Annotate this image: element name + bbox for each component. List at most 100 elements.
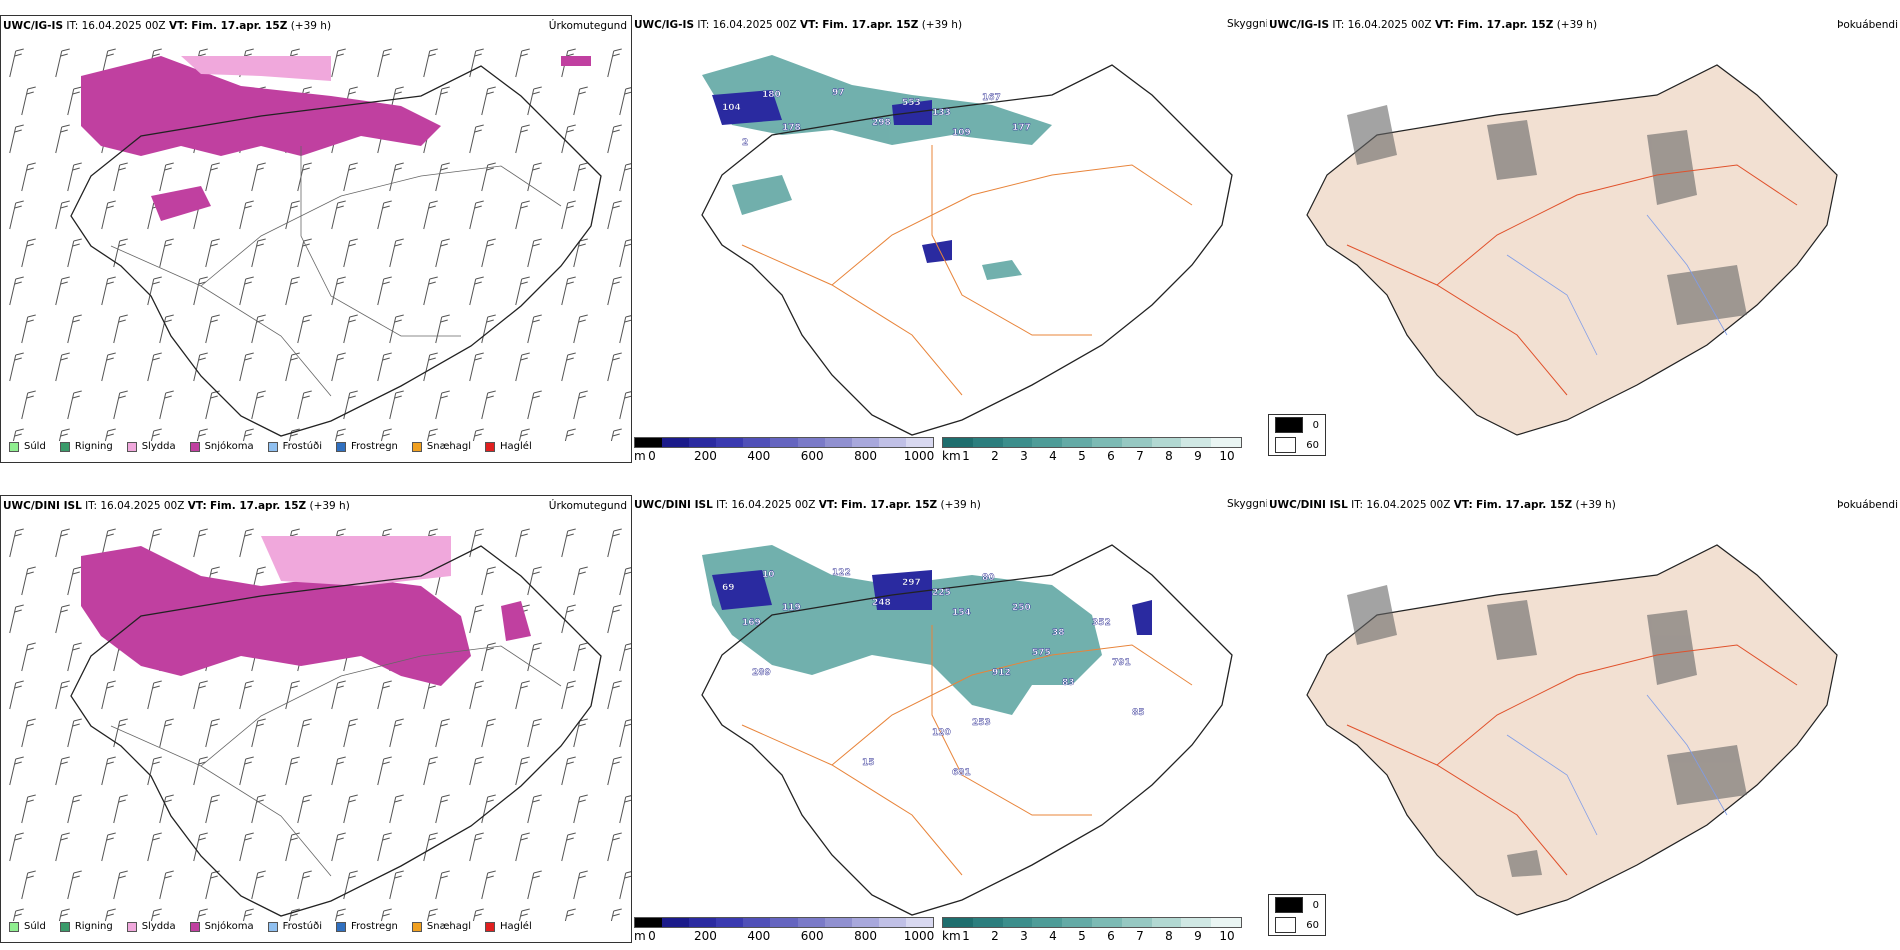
wind-barb <box>242 908 254 921</box>
scale-tick: 800 <box>854 449 878 463</box>
scale-tick: 3 <box>1020 929 1028 943</box>
wind-barb <box>607 832 622 862</box>
legend-swatch <box>9 441 19 452</box>
wind-barb <box>377 352 392 382</box>
wind-barb <box>147 680 162 710</box>
fog-swatch-60 <box>1275 917 1297 933</box>
wind-barb <box>561 200 576 230</box>
wind-barb <box>469 528 484 558</box>
wind-barb <box>101 832 116 862</box>
wind-barb <box>607 756 622 786</box>
legend-swatch <box>267 921 278 932</box>
scale-cell <box>1121 918 1152 927</box>
wind-barb <box>377 756 392 786</box>
wind-barb <box>573 794 588 824</box>
cloud-base-label: 104 <box>722 103 741 113</box>
wind-barb <box>481 86 496 116</box>
wind-barb <box>564 428 576 441</box>
wind-barb <box>242 428 254 441</box>
wind-barb <box>334 908 346 921</box>
scale-cell <box>716 438 744 447</box>
wind-barb <box>527 390 542 420</box>
wind-barb <box>196 428 208 441</box>
wind-barb <box>469 276 484 306</box>
wind-barb <box>423 832 438 862</box>
cloud-base-label: 253 <box>972 718 991 728</box>
wind-barb <box>55 756 70 786</box>
wind-barb <box>12 428 24 441</box>
wind-barb <box>435 870 450 900</box>
cloud-base-label: 97 <box>832 88 845 98</box>
visibility-scale-bar <box>942 917 1242 928</box>
fog-swatch-60 <box>1275 437 1297 453</box>
wind-barb <box>101 276 116 306</box>
wind-barb <box>343 238 358 268</box>
wind-barb <box>469 48 484 78</box>
wind-barb <box>527 870 542 900</box>
scale-tick: 800 <box>854 929 878 943</box>
wind-barb <box>55 48 70 78</box>
scale-tick: 1000 <box>903 449 935 463</box>
wind-barb <box>607 200 622 230</box>
wind-barb <box>331 756 346 786</box>
wind-barb <box>389 162 404 192</box>
scale-cell <box>797 438 825 447</box>
scale-cell <box>972 438 1003 447</box>
wind-barb <box>239 528 254 558</box>
wind-barb <box>527 238 542 268</box>
wind-barb <box>573 870 588 900</box>
wind-barb <box>515 352 530 382</box>
fog-area <box>1347 105 1747 325</box>
wind-barb <box>55 352 70 382</box>
scale-cell <box>1181 918 1212 927</box>
snow-area <box>81 56 591 221</box>
wind-barb <box>527 642 542 672</box>
wind-barb <box>469 604 484 634</box>
legend-label: Rigning <box>74 441 113 452</box>
scale-cell <box>1091 918 1122 927</box>
wind-barb <box>193 276 208 306</box>
visibility-panel-bottom: UWC/DINI ISL IT: 16.04.2025 00Z VT: Fim.… <box>632 495 1267 943</box>
cloud-base-label: 553 <box>902 98 921 108</box>
wind-barb <box>619 567 631 596</box>
legend-label: Frostúði <box>282 921 322 932</box>
wind-barb <box>21 390 36 420</box>
wind-barb <box>481 390 496 420</box>
wind-barb <box>561 832 576 862</box>
legend-swatch <box>411 921 422 932</box>
wind-barb <box>607 352 622 382</box>
header-top-visibility: UWC/IG-IS IT: 16.04.2025 00Z VT: Fim. 17… <box>634 19 963 31</box>
legend-label: Haglél <box>500 921 532 932</box>
fog-swatch-0 <box>1275 417 1303 433</box>
wind-barb <box>331 48 346 78</box>
rivers <box>1506 214 1728 356</box>
wind-barb <box>573 390 588 420</box>
wind-barb <box>205 718 220 748</box>
legend-item: Haglél <box>485 441 532 452</box>
cloud-base-label: 169 <box>742 618 761 628</box>
wind-barb <box>619 163 631 192</box>
wind-barb <box>527 314 542 344</box>
height-scale-bar <box>634 437 934 448</box>
legend-item: Slydda <box>126 441 176 452</box>
wind-barb <box>251 718 266 748</box>
legend-item: Frostúði <box>267 441 322 452</box>
legend-label: Frostúði <box>282 441 322 452</box>
legend-swatch <box>485 441 496 452</box>
roads <box>110 645 562 877</box>
roads <box>741 625 1193 876</box>
wind-barb <box>9 352 24 382</box>
wind-barb <box>389 238 404 268</box>
wind-barb <box>573 314 588 344</box>
cloud-title: Þokuábendi <box>1837 499 1898 511</box>
wind-barb <box>518 428 530 441</box>
wind-barb <box>573 238 588 268</box>
sleet-area <box>181 56 331 81</box>
wind-barb <box>21 870 36 900</box>
cloud-base-label: 10 <box>762 570 775 580</box>
wind-barb <box>435 314 450 344</box>
wind-barb <box>610 908 622 921</box>
scale-cell <box>635 438 663 447</box>
